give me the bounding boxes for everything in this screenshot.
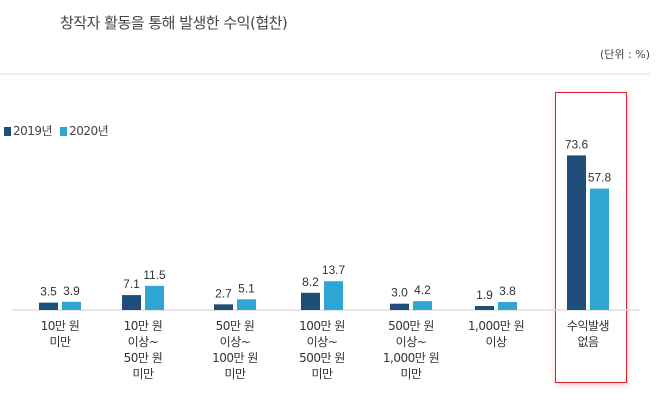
data-label: 3.0	[391, 286, 408, 300]
data-label: 1.9	[476, 288, 493, 302]
bar-2019	[214, 304, 233, 310]
bar-2019	[122, 295, 141, 310]
bar-2020	[237, 299, 256, 310]
data-label: 11.5	[143, 268, 166, 282]
bar-2019	[390, 303, 409, 310]
category-label: 10만 원 미만	[40, 319, 80, 349]
category-label: 수익발생 없음	[566, 319, 610, 349]
data-label: 3.8	[499, 284, 516, 298]
data-label: 13.7	[322, 263, 346, 277]
legend-swatch	[4, 127, 11, 136]
highlight-box	[555, 92, 627, 383]
bar-2020	[145, 285, 164, 310]
bar-2019	[567, 155, 586, 310]
bar-2019	[39, 302, 58, 310]
data-label: 8.2	[302, 275, 319, 289]
legend-item-2020: 2020년	[60, 122, 109, 139]
bar-2019	[301, 292, 320, 310]
divider	[0, 73, 650, 75]
category-label: 500만 원 이상~ 1,000만 원 미만	[382, 319, 440, 381]
bar-2020	[590, 188, 609, 310]
legend-item-2019: 2019년	[4, 122, 53, 139]
legend-label: 2019년	[13, 124, 53, 138]
category-label: 100만 원 이상~ 500만 원 미만	[299, 319, 345, 381]
bar-2020	[498, 302, 517, 310]
data-label: 73.6	[565, 137, 589, 151]
bar-2020	[324, 281, 343, 310]
chart-title: 창작자 활동을 통해 발생한 수익(협찬)	[60, 14, 288, 32]
bar-2019	[475, 306, 494, 310]
legend-label: 2020년	[69, 124, 109, 138]
category-label: 10만 원 이상~ 50만 원 미만	[123, 319, 163, 381]
data-label: 4.2	[414, 283, 431, 297]
unit-label: (단위 : %)	[600, 48, 650, 61]
category-label: 1,000만 원 이상	[467, 319, 525, 349]
data-label: 2.7	[215, 286, 232, 300]
legend: 2019년 2020년	[4, 122, 109, 139]
data-label: 3.5	[40, 285, 57, 299]
data-label: 57.8	[588, 171, 612, 185]
data-label: 7.1	[123, 277, 140, 291]
bar-2020	[62, 301, 81, 310]
legend-swatch	[60, 127, 68, 136]
data-label: 3.9	[63, 284, 80, 298]
data-label: 5.1	[238, 281, 255, 295]
bar-2020	[413, 301, 432, 310]
category-label: 50만 원 이상~ 100만 원 미만	[212, 319, 258, 381]
